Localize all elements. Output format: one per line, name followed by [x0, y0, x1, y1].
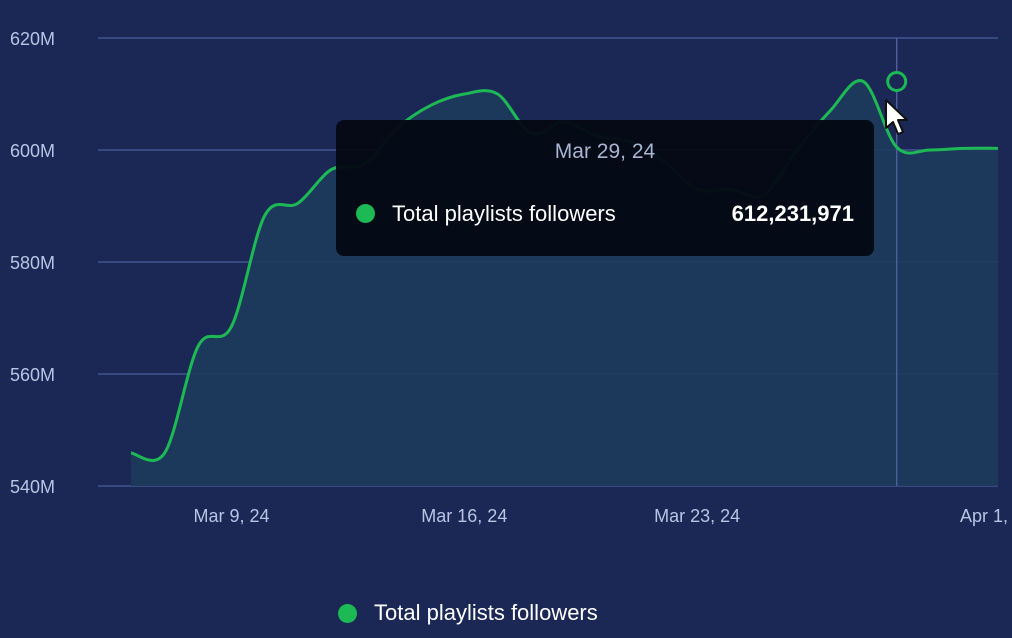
mouse-cursor-icon — [885, 99, 908, 135]
y-axis: 540M 560M 580M 600M 620M — [10, 29, 55, 497]
tooltip-date: Mar 29, 24 — [554, 140, 656, 163]
x-tick-label: Mar 9, 24 — [193, 506, 269, 526]
tooltip-series-dot — [356, 204, 375, 223]
highlight-point[interactable] — [886, 71, 908, 93]
x-tick-label: Mar 16, 24 — [421, 506, 507, 526]
legend-label: Total playlists followers — [374, 600, 598, 625]
y-tick-label: 600M — [10, 141, 55, 161]
tooltip: Mar 29, 24 Total playlists followers 612… — [336, 120, 874, 256]
y-tick-label: 580M — [10, 253, 55, 273]
x-tick-label: Mar 23, 24 — [654, 506, 740, 526]
tooltip-value: 612,231,971 — [731, 201, 854, 226]
y-tick-label: 560M — [10, 365, 55, 385]
x-axis: Mar 9, 24 Mar 16, 24 Mar 23, 24 Apr 1, 24 — [193, 506, 1012, 526]
y-tick-label: 620M — [10, 29, 55, 49]
x-tick-label: Apr 1, 24 — [960, 506, 1012, 526]
legend-dot-icon — [338, 603, 357, 623]
tooltip-series-label: Total playlists followers — [392, 201, 616, 226]
y-tick-label: 540M — [10, 477, 55, 497]
legend[interactable]: Total playlists followers — [338, 598, 598, 628]
